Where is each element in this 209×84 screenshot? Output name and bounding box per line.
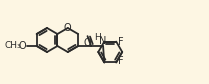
Text: F: F — [118, 37, 123, 47]
Text: N: N — [99, 36, 106, 46]
Text: O: O — [19, 41, 26, 51]
Text: F: F — [118, 56, 123, 66]
Text: O: O — [84, 38, 91, 48]
Text: CH₃: CH₃ — [5, 41, 21, 50]
Text: O: O — [64, 23, 72, 33]
Text: H: H — [94, 33, 101, 41]
